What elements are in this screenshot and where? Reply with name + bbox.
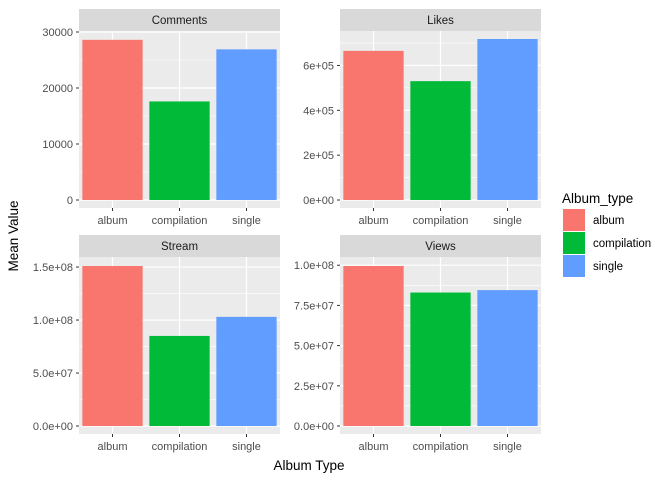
y-tick-label-comments: 30000 <box>42 27 73 39</box>
bar-likes-single <box>477 39 538 200</box>
legend-key-album <box>563 209 585 231</box>
y-tick-label-likes: 0e+00 <box>303 195 334 207</box>
bar-likes-compilation <box>410 81 471 200</box>
facet-panels: Comments 0 10000 20000 30000 album compilation… <box>33 9 541 453</box>
bar-stream-compilation <box>149 335 210 426</box>
y-tick-label-views: 5.0e+07 <box>294 341 334 353</box>
x-tick-label-single: single <box>493 215 522 227</box>
x-tick-label-album: album <box>98 215 128 227</box>
x-tick-label-compilation: compilation <box>413 215 469 227</box>
x-tick-label-single: single <box>232 441 261 453</box>
facet-strip-label-likes: Likes <box>427 15 454 27</box>
legend-label-single: single <box>593 261 623 273</box>
bar-stream-album <box>82 266 143 426</box>
facet-strip-label-comments: Comments <box>152 15 208 27</box>
facet-strip-comments <box>79 9 280 31</box>
bar-comments-album <box>82 39 143 201</box>
y-tick-label-stream: 1.5e+08 <box>33 262 73 274</box>
y-tick-label-stream: 1.0e+08 <box>33 315 73 327</box>
y-axis-title: Mean Value <box>6 200 21 271</box>
facet-strip-stream <box>79 235 280 257</box>
x-tick-label-album: album <box>98 441 128 453</box>
bar-comments-single <box>216 49 277 200</box>
y-tick-label-likes: 4e+05 <box>303 105 334 117</box>
x-axis-title: Album Type <box>273 458 344 473</box>
legend-label-compilation: compilation <box>593 238 651 250</box>
bar-views-single <box>477 290 538 426</box>
legend-key-compilation <box>563 232 585 254</box>
y-tick-label-stream: 0.0e+00 <box>33 421 73 433</box>
bar-views-compilation <box>410 292 471 426</box>
legend-key-single <box>563 255 585 277</box>
y-tick-label-comments: 10000 <box>42 139 73 151</box>
facet-strip-label-views: Views <box>425 241 456 253</box>
facet-stream: Stream 0.0e+00 5.0e+07 1.0e+08 1.5e+08 album c… <box>33 235 280 453</box>
x-tick-label-compilation: compilation <box>413 441 469 453</box>
y-tick-label-stream: 5.0e+07 <box>33 368 73 380</box>
bar-comments-compilation <box>149 101 210 200</box>
legend-title: Album_type <box>562 191 633 206</box>
y-tick-label-likes: 6e+05 <box>303 60 334 72</box>
x-tick-label-single: single <box>493 441 522 453</box>
bar-likes-album <box>343 50 404 200</box>
legend: Album_type album compilation single <box>562 191 651 277</box>
facet-strip-label-stream: Stream <box>161 241 198 253</box>
facet-views: Views 0.0e+00 2.5e+07 5.0e+07 7.5e+07 1.0e+08… <box>294 235 541 453</box>
y-tick-label-comments: 0 <box>67 195 73 207</box>
y-tick-label-likes: 2e+05 <box>303 150 334 162</box>
y-tick-label-views: 7.5e+07 <box>294 300 334 312</box>
bar-stream-single <box>216 316 277 426</box>
bar-views-album <box>343 266 404 426</box>
x-tick-label-album: album <box>359 441 389 453</box>
facet-strip-likes <box>340 9 541 31</box>
facet-likes: Likes 0e+00 2e+05 4e+05 6e+05 album compilatio… <box>303 9 541 227</box>
y-tick-label-views: 1.0e+08 <box>294 260 334 272</box>
facet-comments: Comments 0 10000 20000 30000 album compilation… <box>42 9 280 227</box>
x-tick-label-single: single <box>232 215 261 227</box>
y-tick-label-comments: 20000 <box>42 83 73 95</box>
facet-strip-views <box>340 235 541 257</box>
y-tick-label-views: 0.0e+00 <box>294 421 334 433</box>
legend-label-album: album <box>593 215 624 227</box>
x-tick-label-compilation: compilation <box>152 441 208 453</box>
x-tick-label-album: album <box>359 215 389 227</box>
x-tick-label-compilation: compilation <box>152 215 208 227</box>
y-tick-label-views: 2.5e+07 <box>294 381 334 393</box>
